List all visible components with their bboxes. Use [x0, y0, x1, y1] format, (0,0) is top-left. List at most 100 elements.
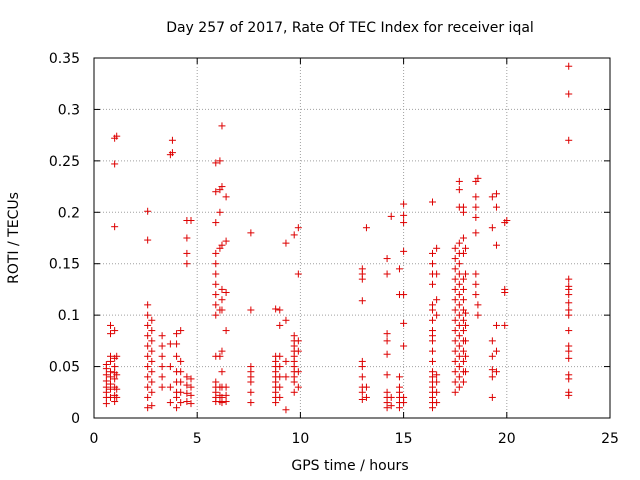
data-point	[294, 337, 302, 345]
data-point	[222, 391, 230, 399]
data-point	[212, 301, 220, 309]
data-point	[362, 224, 370, 232]
data-point	[187, 391, 195, 399]
data-point	[144, 363, 152, 371]
data-point	[107, 380, 115, 388]
data-point	[462, 368, 470, 376]
data-point	[218, 296, 226, 304]
x-tick-label: 20	[498, 431, 516, 447]
y-tick-label: 0	[71, 411, 80, 427]
data-point	[451, 378, 459, 386]
data-point	[158, 352, 166, 360]
data-point	[148, 388, 156, 396]
data-point	[102, 377, 110, 385]
data-point	[455, 363, 463, 371]
data-point	[455, 342, 463, 350]
data-point	[459, 357, 467, 365]
data-point	[148, 337, 156, 345]
data-point	[282, 316, 290, 324]
data-point	[428, 316, 436, 324]
data-point	[455, 239, 463, 247]
data-point	[472, 291, 480, 299]
data-point	[166, 399, 174, 407]
data-point	[247, 399, 255, 407]
data-point	[218, 183, 226, 191]
data-point	[358, 297, 366, 305]
data-point	[433, 311, 441, 319]
data-point	[565, 299, 573, 307]
data-point	[451, 337, 459, 345]
data-point	[113, 132, 121, 140]
data-point	[462, 352, 470, 360]
data-point	[212, 291, 220, 299]
data-point	[472, 280, 480, 288]
data-point	[212, 280, 220, 288]
data-point	[158, 342, 166, 350]
data-point	[503, 217, 511, 225]
data-point	[455, 321, 463, 329]
data-point	[158, 363, 166, 371]
data-point	[212, 219, 220, 227]
data-point	[282, 373, 290, 381]
data-point	[383, 330, 391, 338]
data-point	[492, 203, 500, 211]
data-point	[183, 398, 191, 406]
data-point	[459, 347, 467, 355]
data-point	[358, 395, 366, 403]
data-point	[565, 136, 573, 144]
grid-lines	[94, 58, 610, 418]
data-point	[144, 321, 152, 329]
data-point	[276, 321, 284, 329]
data-point	[158, 383, 166, 391]
data-point	[383, 388, 391, 396]
data-point	[462, 309, 470, 317]
data-point	[222, 289, 230, 297]
data-point	[383, 270, 391, 278]
data-point	[144, 207, 152, 215]
data-point	[276, 306, 284, 314]
data-point	[472, 270, 480, 278]
data-point	[565, 62, 573, 70]
y-tick-labels: 0 0.05 0.1 0.15 0.2 0.25 0.3 0.35	[49, 51, 80, 427]
data-point	[144, 301, 152, 309]
data-point	[383, 350, 391, 358]
data-point	[218, 347, 226, 355]
data-point	[218, 285, 226, 293]
y-tick-label: 0.25	[49, 154, 80, 170]
data-point	[428, 260, 436, 268]
data-point	[451, 306, 459, 314]
data-point	[282, 406, 290, 414]
data-point	[474, 174, 482, 182]
data-point	[216, 157, 224, 165]
data-point	[173, 352, 181, 360]
data-point	[111, 327, 119, 335]
data-point	[144, 236, 152, 244]
data-point	[565, 275, 573, 283]
data-point	[168, 136, 176, 144]
y-tick-label: 0.2	[58, 205, 80, 221]
data-point	[111, 375, 119, 383]
data-point	[247, 306, 255, 314]
axis-ticks	[93, 57, 611, 419]
data-point	[218, 306, 226, 314]
data-point	[428, 327, 436, 335]
data-point	[472, 229, 480, 237]
data-point	[144, 332, 152, 340]
data-point	[218, 393, 226, 401]
data-point	[459, 285, 467, 293]
data-point	[187, 375, 195, 383]
x-axis-label: GPS time / hours	[291, 458, 408, 474]
data-point	[428, 280, 436, 288]
data-point	[459, 378, 467, 386]
x-tick-label: 10	[291, 431, 309, 447]
data-point	[144, 311, 152, 319]
data-point	[428, 357, 436, 365]
data-point	[183, 249, 191, 257]
data-point	[294, 270, 302, 278]
data-point	[488, 352, 496, 360]
data-point	[272, 305, 280, 313]
data-point	[216, 352, 224, 360]
data-point	[451, 388, 459, 396]
data-point	[166, 363, 174, 371]
data-point	[276, 373, 284, 381]
